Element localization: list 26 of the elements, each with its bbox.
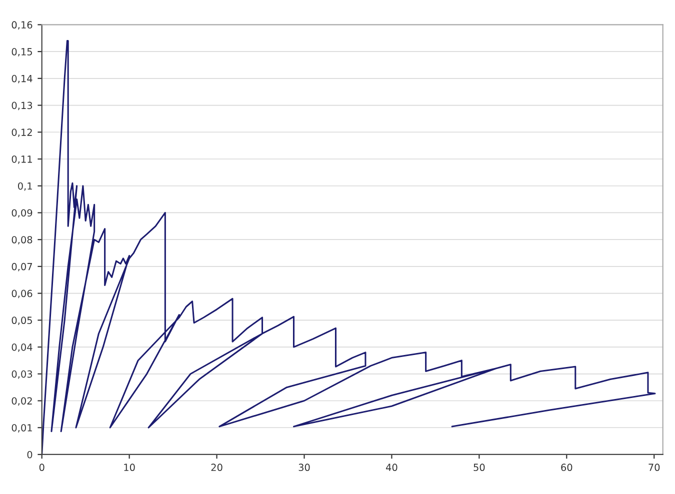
y-tick-label: 0,04 — [12, 344, 32, 352]
x-tick-label: 40 — [386, 464, 398, 472]
y-tick-label: 0,16 — [12, 21, 32, 30]
y-tick-label: 0,03 — [12, 370, 32, 379]
x-tick-label: 30 — [298, 464, 310, 472]
y-tick-label: 0,02 — [12, 397, 32, 406]
y-tick-label: 0 — [27, 450, 32, 458]
y-tick-label: 0,15 — [12, 48, 32, 56]
y-tick-label: 0,09 — [12, 209, 32, 218]
y-tick-label: 0,12 — [12, 128, 32, 137]
y-tick-label: 0,11 — [12, 155, 32, 164]
y-tick-label: 0,1 — [18, 182, 32, 191]
y-tick-label: 0,13 — [12, 102, 32, 110]
y-tick-label: 0,05 — [12, 316, 32, 325]
y-tick-label: 0,01 — [12, 424, 32, 432]
x-tick-label: 50 — [474, 464, 485, 472]
x-tick-label: 60 — [561, 464, 572, 472]
y-tick-label: 0,07 — [12, 262, 32, 272]
y-tick-label: 0,14 — [12, 74, 32, 84]
x-tick-label: 70 — [648, 464, 660, 472]
x-tick-label: 0 — [39, 464, 44, 472]
y-tick-label: 0,08 — [12, 236, 32, 244]
x-tick-label: 20 — [211, 464, 222, 472]
line-series — [42, 40, 656, 454]
x-tick-label: 10 — [124, 464, 135, 472]
y-tick-label: 0,06 — [12, 290, 32, 298]
